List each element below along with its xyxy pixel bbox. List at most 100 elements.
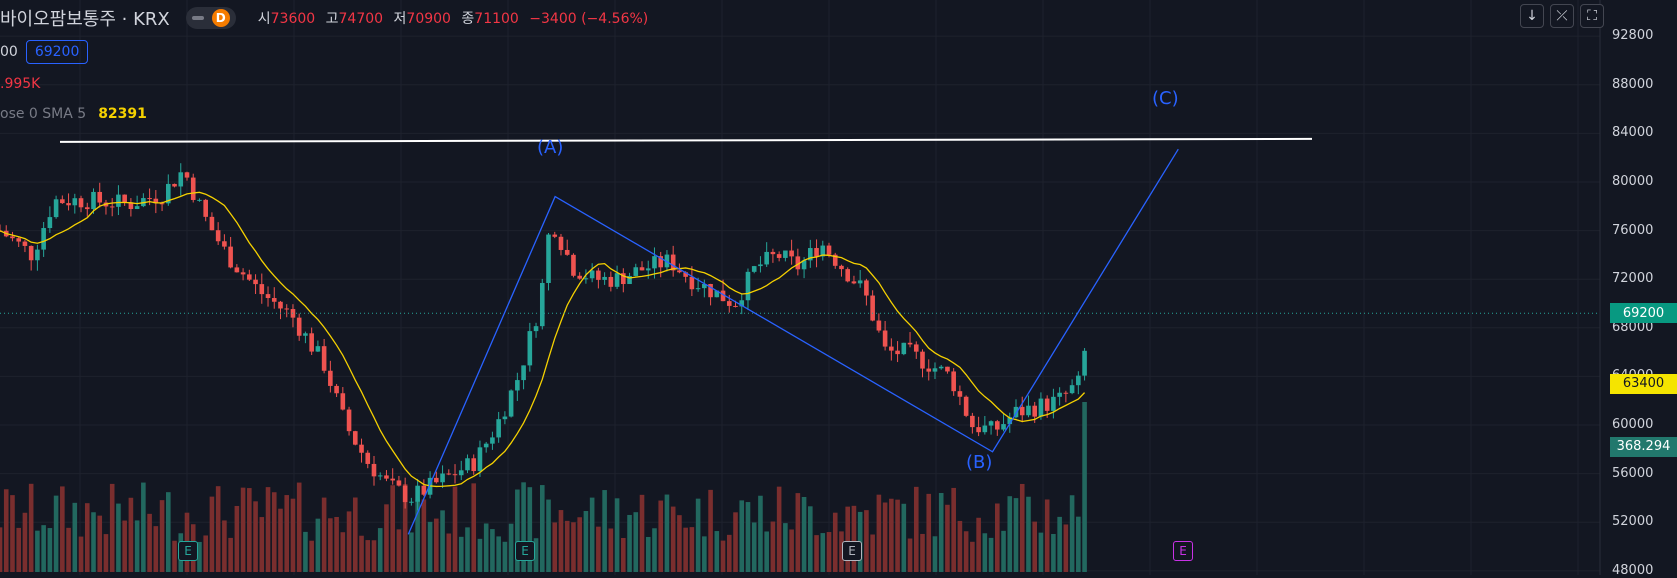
candle-body <box>645 268 651 271</box>
symbol-title[interactable]: 바이오팜보통주 · KRX <box>0 9 170 30</box>
volume-bar <box>876 494 882 572</box>
chart-toolbar: ↓ ⤫ ⛶ <box>1520 4 1604 28</box>
price-tag: 368.294 <box>1610 436 1677 457</box>
candle-body <box>116 194 121 207</box>
volume-bar <box>515 489 520 572</box>
candle-body <box>764 251 769 265</box>
volume-bar <box>658 500 664 572</box>
candle-body <box>60 199 65 204</box>
candle-body <box>91 191 96 210</box>
volume-bar <box>91 512 96 572</box>
volume-bar <box>789 529 794 572</box>
volume-bar <box>209 496 215 572</box>
candle-body <box>465 458 470 471</box>
candle-body <box>639 267 645 271</box>
volume-bar <box>265 487 271 572</box>
volume-bar <box>159 500 165 572</box>
axis-tick-label: 88000 <box>1612 76 1654 92</box>
volume-bar <box>346 511 352 572</box>
candle-body <box>434 477 439 483</box>
candle-body <box>1038 398 1044 417</box>
close-value: 71100 <box>474 11 519 27</box>
candle-body <box>533 326 539 332</box>
candle-body <box>109 206 115 208</box>
volume-bar <box>602 490 607 572</box>
volume-bar <box>471 483 477 572</box>
volume-bar <box>203 535 208 572</box>
volume-bar <box>864 510 869 572</box>
volume-bar <box>1063 524 1069 572</box>
candle-body <box>608 276 614 287</box>
volume-bar <box>845 506 851 572</box>
volume-bar <box>808 506 813 572</box>
volume-bar <box>689 527 695 572</box>
candle-body <box>265 294 271 299</box>
legend-header: 바이오팜보통주 · KRX D 시73600 고74700 저70900 종71… <box>0 6 654 30</box>
earnings-marker[interactable]: E <box>1173 541 1193 561</box>
volume-bar <box>66 527 71 572</box>
volume-bar <box>477 538 483 572</box>
earnings-marker[interactable]: E <box>842 541 862 561</box>
volume-bar <box>907 538 913 572</box>
volume-bar <box>222 520 227 572</box>
volume-bar <box>621 537 626 572</box>
candle-body <box>421 485 427 495</box>
volume-bar <box>371 540 377 572</box>
candle-body <box>1013 406 1019 418</box>
volume-bar <box>1082 402 1087 572</box>
volume-bar <box>895 499 900 572</box>
candle-body <box>527 331 533 366</box>
volume-bar <box>434 518 439 572</box>
volume-bar <box>483 523 489 572</box>
volume-bar <box>234 505 240 572</box>
high-key: 고 <box>325 11 339 27</box>
volume-bar <box>589 497 595 572</box>
wave-label: (C) <box>1152 88 1179 109</box>
candle-body <box>982 425 988 433</box>
candle-body <box>253 279 258 285</box>
candle-body <box>78 198 84 208</box>
candle-body <box>633 267 639 276</box>
volume-bar <box>851 505 857 572</box>
candle-body <box>670 254 676 271</box>
candle-body <box>864 280 869 296</box>
volume-bar <box>409 532 414 572</box>
minus-icon <box>191 16 204 20</box>
candle-body <box>365 452 371 464</box>
candle-body <box>284 308 290 310</box>
candle-body <box>159 203 165 205</box>
volume-bar <box>1032 521 1038 572</box>
candle-body <box>271 298 277 302</box>
candle-body <box>22 241 28 246</box>
volume-bar <box>165 492 171 572</box>
candle-body <box>490 437 495 444</box>
sma-legend[interactable]: ose 0 SMA 5 82391 <box>0 106 147 122</box>
price-box[interactable]: 69200 <box>25 40 89 64</box>
candle-body <box>222 241 227 247</box>
candle-body <box>889 346 894 351</box>
volume-bar <box>571 522 576 572</box>
volume-bar <box>783 523 788 572</box>
candle-body <box>695 288 701 290</box>
earnings-marker[interactable]: E <box>178 541 198 561</box>
price-tag: 69200 <box>1610 303 1677 324</box>
fullscreen-icon[interactable]: ⛶ <box>1580 4 1604 28</box>
interval-pill[interactable]: D <box>185 7 236 29</box>
collapse-icon[interactable]: ⤫ <box>1550 4 1574 28</box>
earnings-marker[interactable]: E <box>515 541 535 561</box>
volume-bar <box>16 527 21 572</box>
volume-bar <box>116 503 121 572</box>
candle-body <box>1051 396 1056 411</box>
candle-body <box>16 238 21 242</box>
candle-body <box>303 333 308 336</box>
volume-bar <box>926 493 932 572</box>
candle-body <box>215 230 221 242</box>
volume-bar <box>440 510 445 572</box>
candle-body <box>390 478 395 481</box>
candle-body <box>621 273 626 285</box>
volume-bar <box>458 536 464 572</box>
arrow-down-icon[interactable]: ↓ <box>1520 4 1544 28</box>
candle-body <box>652 256 657 269</box>
candle-body <box>278 301 283 309</box>
